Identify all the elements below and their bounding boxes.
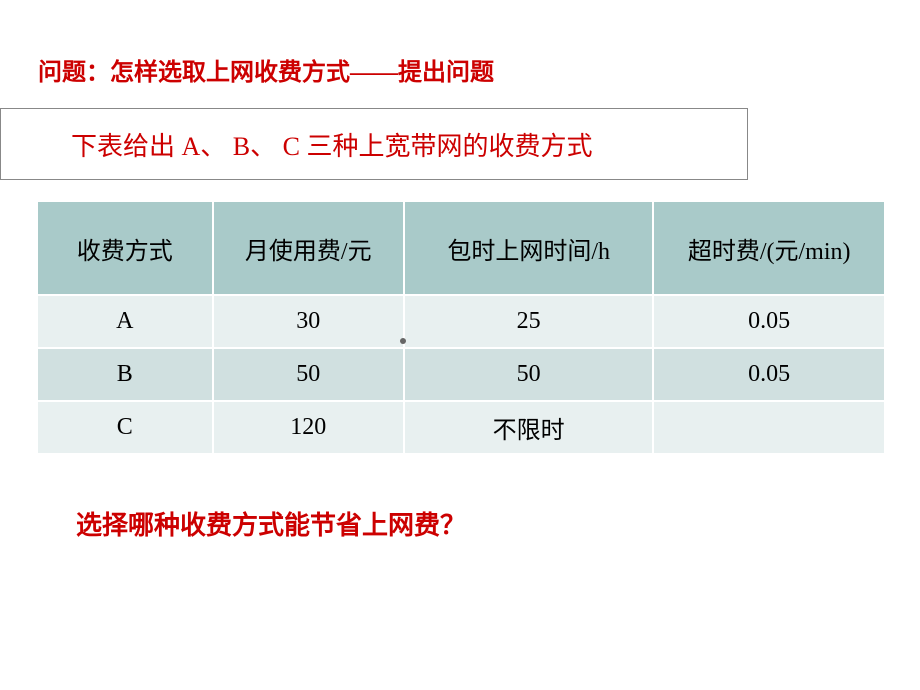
table-cell: 0.05 (653, 348, 885, 401)
decorative-dot (400, 338, 406, 344)
page-title: 问题：怎样选取上网收费方式——提出问题 (38, 52, 494, 87)
table-cell: B (37, 348, 213, 401)
table-cell: 不限时 (404, 401, 653, 454)
table-cell: 25 (404, 295, 653, 348)
table-row: A 30 25 0.05 (37, 295, 885, 348)
table-row: B 50 50 0.05 (37, 348, 885, 401)
table-cell: 30 (213, 295, 405, 348)
table-row: C 120 不限时 (37, 401, 885, 454)
table-header-row: 收费方式 月使用费/元 包时上网时间/h 超时费/(元/min) (37, 201, 885, 295)
subtitle-text: 下表给出 A、 B、 C 三种上宽带网的收费方式 (71, 126, 592, 163)
table-cell: 50 (213, 348, 405, 401)
subtitle-container: 下表给出 A、 B、 C 三种上宽带网的收费方式 (0, 108, 748, 180)
table-header-cell: 月使用费/元 (213, 201, 405, 295)
table-cell (653, 401, 885, 454)
table-header-cell: 收费方式 (37, 201, 213, 295)
pricing-table: 收费方式 月使用费/元 包时上网时间/h 超时费/(元/min) A 30 25… (36, 200, 886, 455)
table-cell: A (37, 295, 213, 348)
table-cell: 120 (213, 401, 405, 454)
table-cell: C (37, 401, 213, 454)
question-text: 选择哪种收费方式能节省上网费？ (76, 505, 466, 542)
table-header-cell: 超时费/(元/min) (653, 201, 885, 295)
table-cell: 0.05 (653, 295, 885, 348)
table-header-cell: 包时上网时间/h (404, 201, 653, 295)
table-cell: 50 (404, 348, 653, 401)
